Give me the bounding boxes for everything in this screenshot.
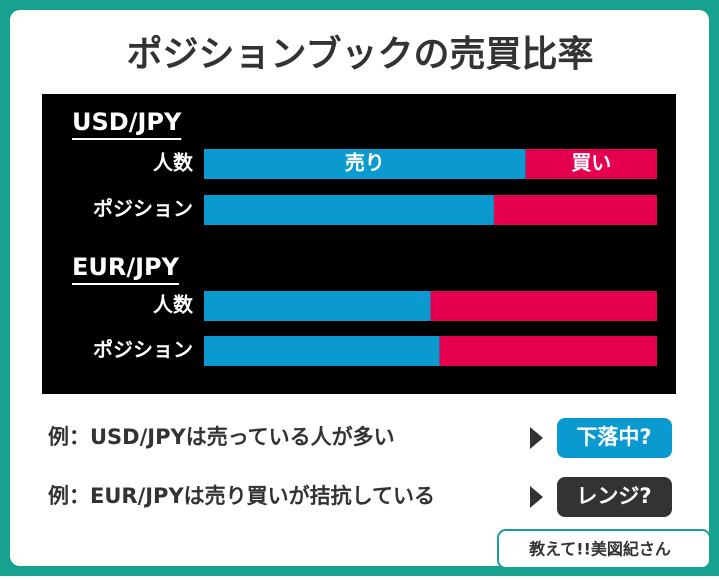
bar-segment (204, 149, 526, 179)
category-label: ポジション (93, 197, 193, 221)
logo: 教えて!!美図紀さん (497, 529, 711, 569)
badge-text: レンジ? (576, 484, 651, 508)
bar-segment (204, 336, 440, 366)
bar-segment (493, 195, 657, 225)
arrow (530, 486, 543, 508)
logo-box (497, 529, 711, 569)
bar-segment (204, 291, 431, 321)
logo-text: 教えて!!美図紀さん (529, 540, 671, 559)
badge (557, 477, 672, 517)
chart-title: EUR/JPY (72, 253, 180, 281)
category-label: 人数 (153, 293, 194, 317)
category-label: ポジション (93, 338, 193, 362)
series-label: 買い (571, 151, 611, 175)
title: ポジションブックの売買比率 (127, 33, 594, 75)
category-label: 人数 (153, 151, 194, 175)
bar-segment (430, 291, 657, 321)
note-text: 例：USD/JPYは売っている人が多い (48, 425, 395, 449)
badge-text: 下落中? (576, 425, 651, 449)
bar-segment (204, 195, 494, 225)
series-label: 売り (345, 151, 385, 175)
note-text: 例：EUR/JPYは売り買いが拮抗している (48, 484, 435, 508)
notes: 例：USD/JPYは売っている人が多い 下落中? 例：EUR/JPYは売り買いが拮抗… (48, 418, 672, 517)
chart-title: USD/JPY (72, 108, 182, 136)
bar-segment (439, 336, 657, 366)
bar-segment (525, 149, 657, 179)
arrow (530, 427, 543, 449)
badge (557, 418, 672, 458)
